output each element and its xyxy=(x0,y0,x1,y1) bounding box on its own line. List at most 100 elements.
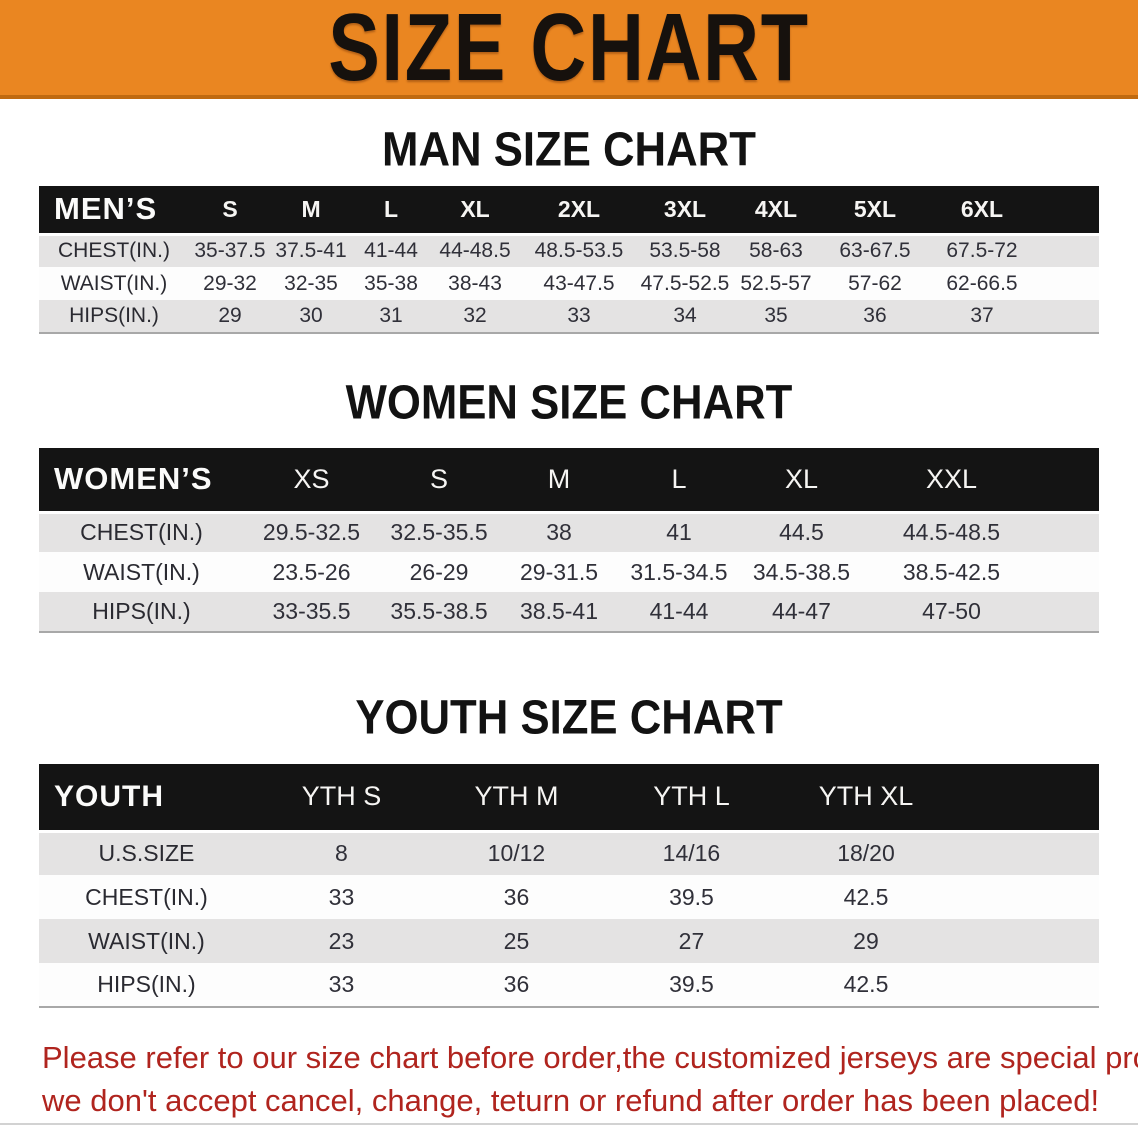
row-label-cell: CHEST(IN.) xyxy=(39,234,189,267)
men-table-wrap: MEN’S S M L XL 2XL 3XL 4XL 5XL 6XL CHEST… xyxy=(39,186,1099,334)
row-label-cell: HIPS(IN.) xyxy=(39,592,244,633)
value-cell: 29-31.5 xyxy=(499,552,619,592)
women-table-wrap: WOMEN’S XS S M L XL XXL CHEST(IN.) 29.5-… xyxy=(39,448,1099,633)
column-header-cell: S xyxy=(188,186,272,236)
value-cell: 44.5 xyxy=(738,512,864,552)
value-cell: 33-35.5 xyxy=(244,592,380,633)
value-cell: 37.5-41 xyxy=(271,234,352,267)
youth-chest-row: CHEST(IN.) 33 36 39.5 42.5 xyxy=(39,875,1099,919)
row-label-cell: CHEST(IN.) xyxy=(39,512,244,552)
value-cell: 8 xyxy=(253,831,429,875)
value-cell: 37 xyxy=(928,300,1099,334)
value-cell: 31.5-34.5 xyxy=(619,552,739,592)
value-cell: 57-62 xyxy=(820,267,929,300)
value-cell: 67.5-72 xyxy=(928,234,1099,267)
bottom-divider xyxy=(0,1123,1138,1125)
value-cell: 43-47.5 xyxy=(519,267,639,300)
column-header-cell: 3XL xyxy=(639,186,731,236)
value-cell: 26-29 xyxy=(379,552,500,592)
men-corner-label: MEN’S xyxy=(39,186,189,236)
value-cell: 35 xyxy=(731,300,821,334)
value-cell: 29 xyxy=(778,919,1099,963)
value-cell: 27 xyxy=(603,919,779,963)
women-hips-row: HIPS(IN.) 33-35.5 35.5-38.5 38.5-41 41-4… xyxy=(39,592,1099,633)
column-header-cell: 2XL xyxy=(519,186,639,236)
disclaimer-line-2: we don't accept cancel, change, teturn o… xyxy=(42,1083,1100,1118)
value-cell: 29-32 xyxy=(188,267,272,300)
youth-ussize-row: U.S.SIZE 8 10/12 14/16 18/20 xyxy=(39,831,1099,875)
women-size-table: WOMEN’S XS S M L XL XXL CHEST(IN.) 29.5-… xyxy=(39,448,1099,633)
women-header-row: WOMEN’S XS S M L XL XXL xyxy=(39,448,1099,514)
youth-header-row: YOUTH YTH S YTH M YTH L YTH XL xyxy=(39,764,1099,833)
column-header-cell: 6XL xyxy=(928,186,1099,236)
youth-section-heading: YOUTH SIZE CHART xyxy=(355,689,783,745)
value-cell: 34 xyxy=(639,300,731,334)
youth-table-wrap: YOUTH YTH S YTH M YTH L YTH XL U.S.SIZE … xyxy=(39,764,1099,1008)
value-cell: 48.5-53.5 xyxy=(519,234,639,267)
women-waist-row: WAIST(IN.) 23.5-26 26-29 29-31.5 31.5-34… xyxy=(39,552,1099,592)
value-cell: 47.5-52.5 xyxy=(639,267,731,300)
value-cell: 32-35 xyxy=(271,267,352,300)
men-section-heading: MAN SIZE CHART xyxy=(382,121,756,177)
value-cell: 32.5-35.5 xyxy=(379,512,500,552)
women-section-heading: WOMEN SIZE CHART xyxy=(345,374,793,430)
value-cell: 35-38 xyxy=(351,267,432,300)
column-header-cell: YTH XL xyxy=(778,764,1099,833)
value-cell: 39.5 xyxy=(603,963,779,1008)
value-cell: 25 xyxy=(428,919,604,963)
value-cell: 42.5 xyxy=(778,875,1099,919)
column-header-cell: XS xyxy=(244,448,380,514)
row-label-cell: WAIST(IN.) xyxy=(39,919,254,963)
youth-corner-label: YOUTH xyxy=(39,764,254,833)
value-cell: 35-37.5 xyxy=(188,234,272,267)
value-cell: 58-63 xyxy=(731,234,821,267)
youth-waist-row: WAIST(IN.) 23 25 27 29 xyxy=(39,919,1099,963)
value-cell: 33 xyxy=(253,875,429,919)
value-cell: 62-66.5 xyxy=(928,267,1099,300)
men-header-row: MEN’S S M L XL 2XL 3XL 4XL 5XL 6XL xyxy=(39,186,1099,236)
men-hips-row: HIPS(IN.) 29 30 31 32 33 34 35 36 37 xyxy=(39,300,1099,334)
value-cell: 18/20 xyxy=(778,831,1099,875)
value-cell: 38.5-42.5 xyxy=(863,552,1099,592)
column-header-cell: XL xyxy=(738,448,864,514)
column-header-cell: 5XL xyxy=(820,186,929,236)
value-cell: 36 xyxy=(428,875,604,919)
disclaimer-line-1: Please refer to our size chart before or… xyxy=(42,1040,1138,1075)
value-cell: 35.5-38.5 xyxy=(379,592,500,633)
value-cell: 36 xyxy=(428,963,604,1008)
value-cell: 41-44 xyxy=(619,592,739,633)
value-cell: 41 xyxy=(619,512,739,552)
row-label-cell: HIPS(IN.) xyxy=(39,963,254,1008)
value-cell: 38 xyxy=(499,512,619,552)
value-cell: 33 xyxy=(519,300,639,334)
banner-title: SIZE CHART xyxy=(328,0,810,101)
men-waist-row: WAIST(IN.) 29-32 32-35 35-38 38-43 43-47… xyxy=(39,267,1099,300)
women-corner-label: WOMEN’S xyxy=(39,448,244,514)
youth-size-table: YOUTH YTH S YTH M YTH L YTH XL U.S.SIZE … xyxy=(39,764,1099,1008)
value-cell: 38.5-41 xyxy=(499,592,619,633)
value-cell: 36 xyxy=(820,300,929,334)
column-header-cell: M xyxy=(499,448,619,514)
value-cell: 53.5-58 xyxy=(639,234,731,267)
value-cell: 63-67.5 xyxy=(820,234,929,267)
value-cell: 29.5-32.5 xyxy=(244,512,380,552)
value-cell: 47-50 xyxy=(863,592,1099,633)
column-header-cell: YTH L xyxy=(603,764,779,833)
value-cell: 23.5-26 xyxy=(244,552,380,592)
value-cell: 38-43 xyxy=(431,267,520,300)
value-cell: 32 xyxy=(431,300,520,334)
row-label-cell: HIPS(IN.) xyxy=(39,300,189,334)
column-header-cell: YTH S xyxy=(253,764,429,833)
value-cell: 52.5-57 xyxy=(731,267,821,300)
row-label-cell: CHEST(IN.) xyxy=(39,875,254,919)
value-cell: 10/12 xyxy=(428,831,604,875)
column-header-cell: L xyxy=(619,448,739,514)
column-header-cell: S xyxy=(379,448,500,514)
value-cell: 33 xyxy=(253,963,429,1008)
column-header-cell: XXL xyxy=(863,448,1099,514)
value-cell: 42.5 xyxy=(778,963,1099,1008)
column-header-cell: L xyxy=(351,186,432,236)
men-size-table: MEN’S S M L XL 2XL 3XL 4XL 5XL 6XL CHEST… xyxy=(39,186,1099,334)
row-label-cell: WAIST(IN.) xyxy=(39,552,244,592)
value-cell: 39.5 xyxy=(603,875,779,919)
